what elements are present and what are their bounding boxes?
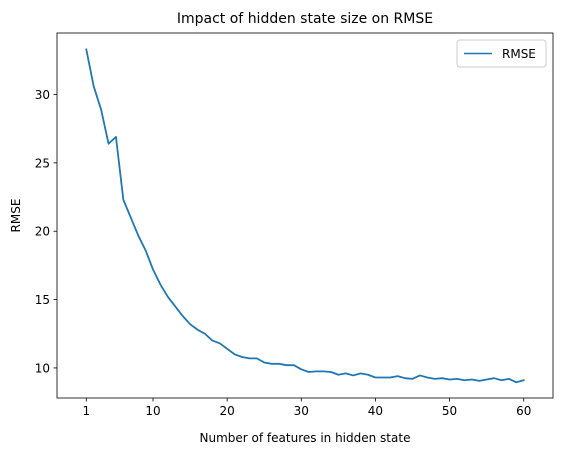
y-tick-label: 25: [35, 156, 50, 170]
x-tick-label: 10: [145, 404, 160, 418]
chart-title: Impact of hidden state size on RMSE: [177, 11, 433, 27]
x-tick-label: 30: [294, 404, 309, 418]
legend-label-rmse: RMSE: [502, 47, 536, 61]
series-line-rmse: [85, 48, 525, 384]
x-tick-label: 1: [82, 404, 90, 418]
x-tick-label: 60: [516, 404, 531, 418]
x-tick-label: 50: [442, 404, 457, 418]
series-layer: [85, 48, 525, 384]
y-axis-ticks: 10 15 20 25 30: [35, 88, 57, 375]
legend-box: [456, 39, 547, 68]
y-tick-label: 15: [35, 293, 50, 307]
plot-area: [56, 32, 554, 399]
x-tick-label: 20: [220, 404, 235, 418]
x-axis-ticks: 1 10 20 30 40 50 60: [82, 398, 531, 418]
x-axis-label: Number of features in hidden state: [200, 431, 411, 445]
y-tick-label: 30: [35, 88, 50, 102]
y-axis-label: RMSE: [9, 199, 23, 233]
y-tick-label: 20: [35, 225, 50, 239]
legend: RMSE: [456, 39, 547, 68]
y-tick-label: 10: [35, 361, 50, 375]
x-tick-label: 40: [368, 404, 383, 418]
